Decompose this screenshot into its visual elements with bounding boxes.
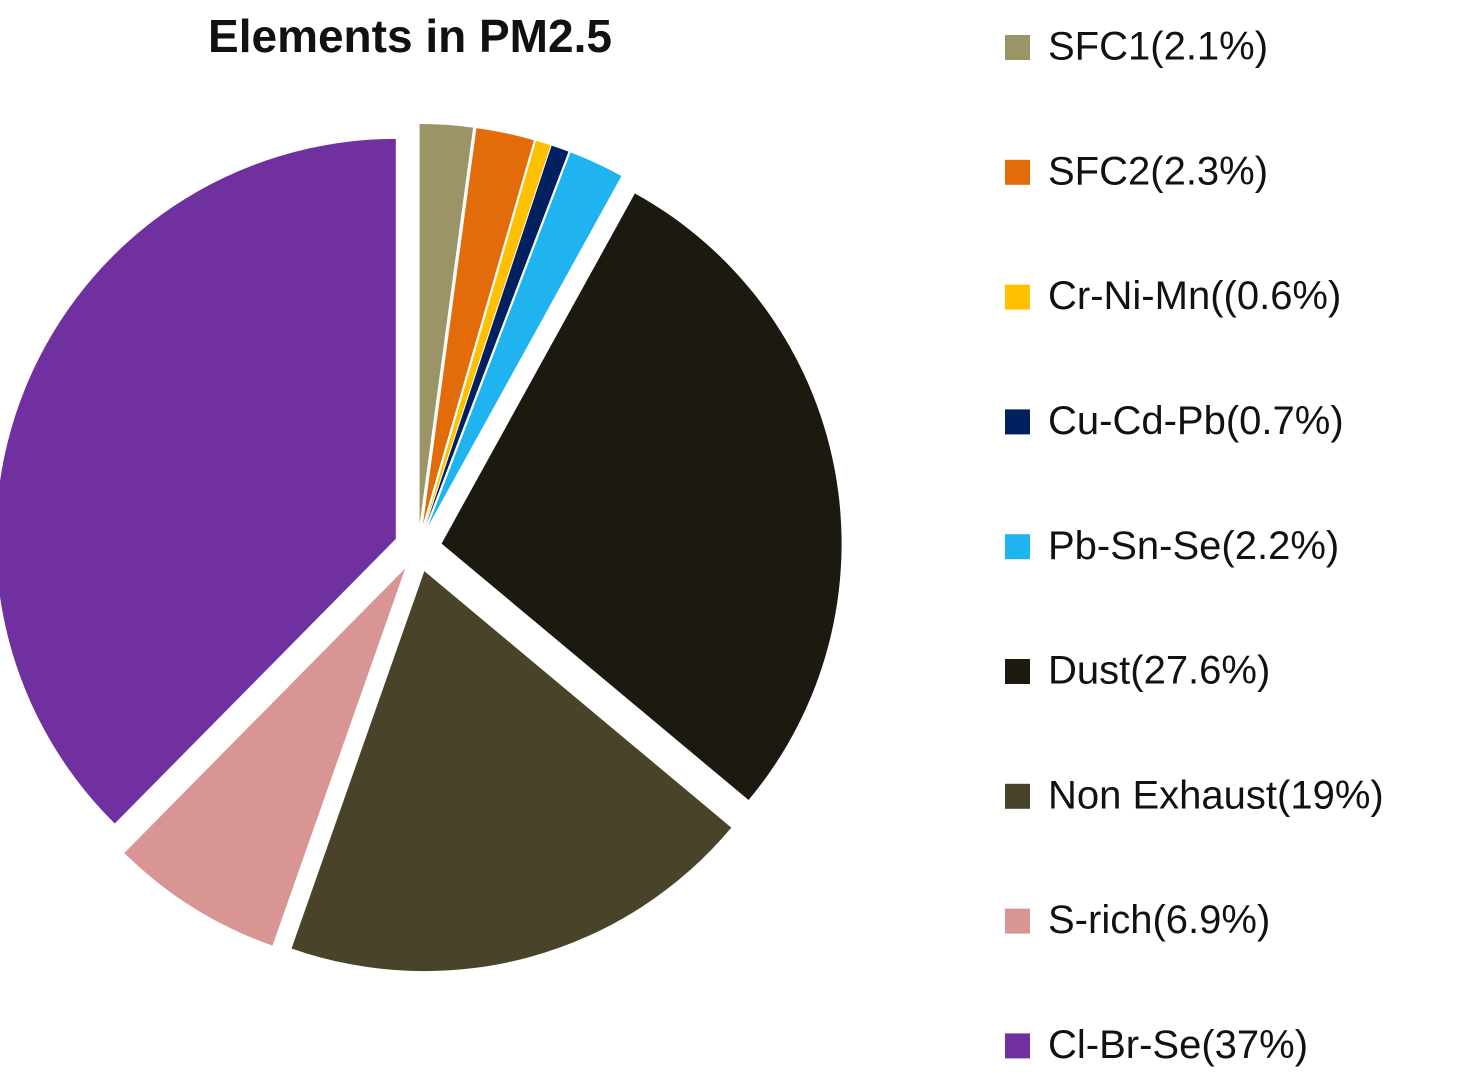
legend-label: Cl-Br-Se(37%) (1048, 1023, 1308, 1067)
legend-label: S-rich(6.9%) (1048, 898, 1270, 942)
legend-swatch (1005, 783, 1030, 809)
legend-label: Non Exhaust(19%) (1048, 773, 1384, 817)
pie-slice (428, 152, 622, 527)
legend-label: SFC1(2.1%) (1048, 25, 1268, 69)
chart-title: Elements in PM2.5 (208, 10, 612, 62)
pie-slice (426, 145, 569, 526)
legend-swatch (1005, 409, 1030, 435)
legend-label: Dust(27.6%) (1048, 649, 1270, 693)
pie-slice (425, 140, 551, 526)
legend-swatch (1005, 908, 1030, 934)
legend-swatch (1005, 659, 1030, 684)
pie-slice (124, 568, 406, 946)
pie-slice (422, 128, 534, 525)
pie-slice (441, 193, 842, 801)
legend-swatch (1005, 159, 1030, 185)
pie-slice (419, 124, 474, 525)
pie-slice (0, 138, 396, 824)
legend-label: Pb-Sn-Se(2.2%) (1048, 524, 1339, 568)
legend-swatch (1005, 284, 1030, 310)
legend-label: Cr-Ni-Mn((0.6%) (1048, 274, 1341, 318)
legend-swatch (1005, 1033, 1030, 1059)
legend-label: SFC2(2.3%) (1048, 149, 1268, 193)
legend-swatch (1005, 35, 1030, 60)
legend-swatch (1005, 534, 1030, 560)
pie-slice (291, 571, 732, 972)
legend-label: Cu-Cd-Pb(0.7%) (1048, 399, 1344, 443)
